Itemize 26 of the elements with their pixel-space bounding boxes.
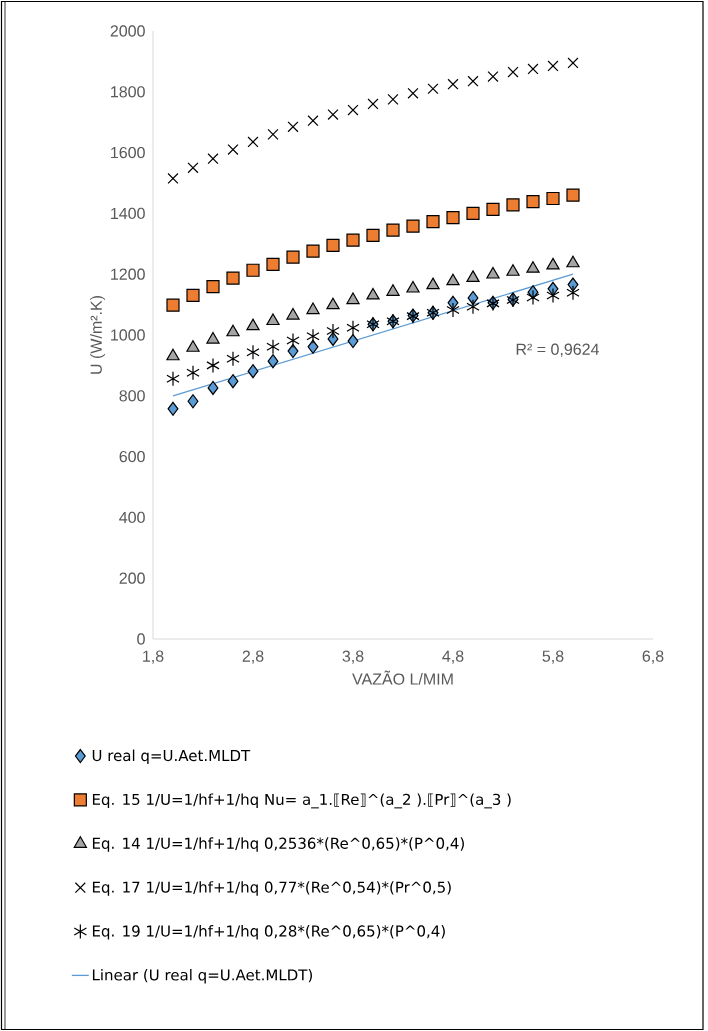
y-tick-label: 2000	[110, 25, 145, 37]
legend-label: Eq. 15 1/U=1/hf+1/hq Nu= a_1.⟦Re⟧^(a_2 ).⟦Pr⟧^(a_3 )	[92, 793, 511, 809]
x-tick-label: 5,8	[542, 650, 564, 664]
y-tick-label: 1000	[111, 329, 145, 341]
y-axis-title: U (W/m².K)	[90, 296, 106, 374]
annotation: R² = 0,9624	[516, 343, 599, 357]
legend-label: Linear (U real q=U.Aet.MLDT)	[92, 968, 312, 984]
y-tick-label: 1400	[111, 207, 145, 220]
legend-label: Eq. 17 1/U=1/hf+1/hq 0,77*(Re^0,54)*(Pr^0,5)	[92, 881, 451, 896]
y-tick-label: 600	[119, 450, 145, 463]
x-axis-title: VAZÃO L/MIM	[352, 670, 453, 685]
x-tick-label: 3,8	[342, 650, 364, 664]
y-tick-label: 200	[119, 572, 145, 584]
x-tick-label: 6,8	[642, 650, 664, 664]
x-tick-label: 4,8	[442, 650, 464, 664]
x-tick-label: 2,8	[242, 650, 264, 664]
y-tick-label: 800	[119, 390, 145, 402]
y-tick-label: 1200	[111, 268, 145, 280]
x-tick-label: 1,8	[143, 650, 164, 664]
y-tick-label: 0	[137, 633, 145, 645]
y-tick-label: 400	[119, 511, 145, 524]
legend-label: Eq. 14 1/U=1/hf+1/hq 0,2536*(Re^0,65)*(P^0,4)	[92, 837, 464, 852]
legend-label: Eq. 19 1/U=1/hf+1/hq 0,28*(Re^0,65)*(P^0,4)	[92, 925, 445, 940]
y-tick-label: 1800	[111, 86, 145, 98]
legend-label: U real q=U.Aet.MLDT	[92, 749, 251, 765]
y-tick-label: 1600	[111, 146, 145, 159]
